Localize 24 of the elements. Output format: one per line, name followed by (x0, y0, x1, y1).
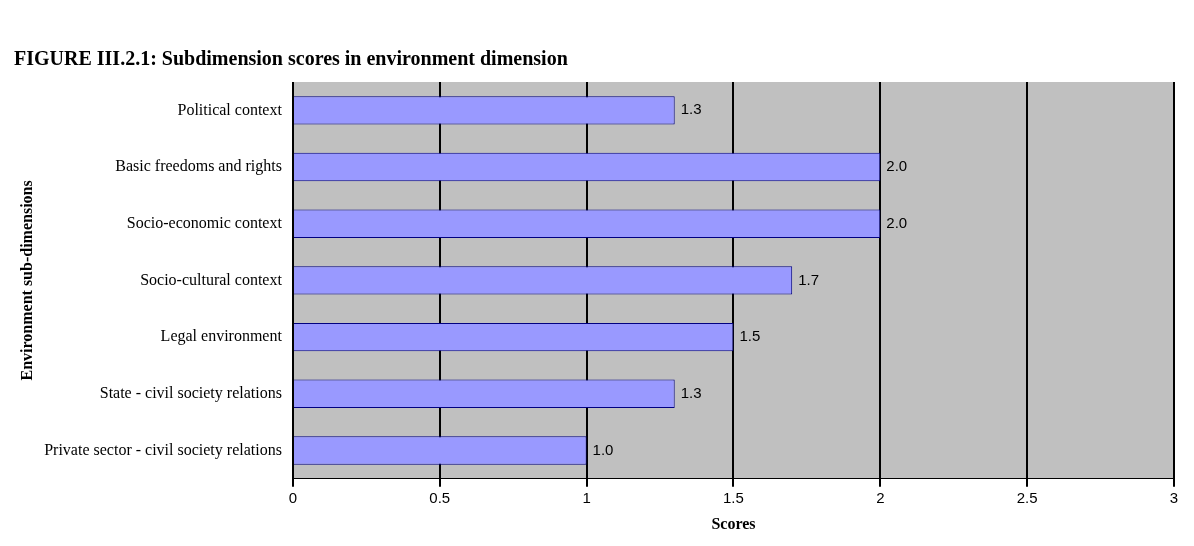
x-axis-title: Scores (711, 514, 756, 532)
data-label: 2.0 (886, 157, 908, 175)
y-tick-label: State - civil society relations (99, 383, 282, 402)
data-label: 1.3 (680, 100, 702, 118)
y-tick-label: Basic freedoms and rights (115, 157, 282, 176)
x-tick-label: 3 (1169, 488, 1179, 506)
data-label: 1.7 (798, 270, 820, 288)
data-label: 1.0 (592, 440, 614, 458)
y-tick-label: Private sector - civil society relations (44, 440, 282, 459)
data-label: 2.0 (886, 213, 908, 231)
x-tick-label: 2.5 (1016, 488, 1038, 506)
y-axis-title: Environment sub-dimensions (17, 180, 35, 381)
data-label: 1.5 (739, 327, 761, 345)
y-tick-label: Socio-economic context (126, 213, 283, 231)
data-label: 1.3 (680, 383, 702, 401)
y-tick-label: Political context (177, 100, 283, 118)
x-tick-label: 1.5 (723, 488, 744, 506)
y-tick-label: Legal environment (160, 327, 283, 346)
x-tick-label: 0 (288, 488, 298, 506)
chart-title: FIGURE III.2.1: Subdimension scores in environment dimension (14, 47, 568, 70)
x-tick-label: 0.5 (429, 488, 451, 506)
x-tick-label: 2 (876, 488, 885, 506)
x-tick-label: 1 (582, 488, 591, 506)
y-tick-label: Socio-cultural context (140, 270, 283, 288)
